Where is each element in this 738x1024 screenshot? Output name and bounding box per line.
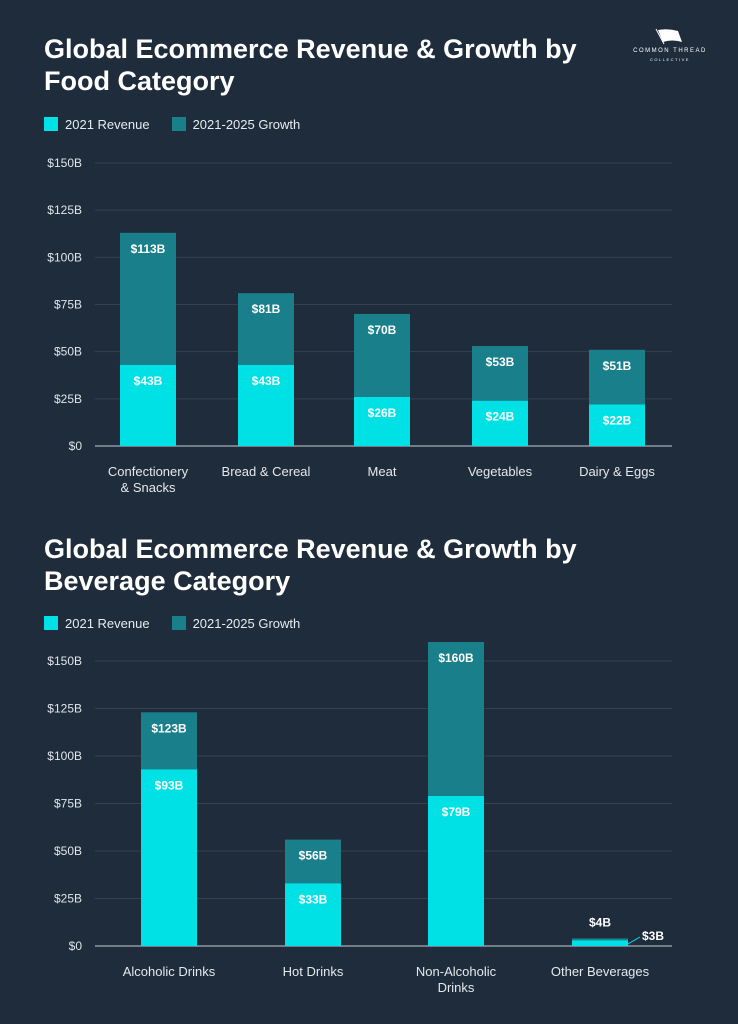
food-chart: $0 $25B $50B $75B $100B $125B $150B $113B $43B Co… bbox=[47, 156, 672, 495]
y-tick-label: $100B bbox=[47, 250, 82, 264]
beverage-legend: 2021 Revenue 2021-2025 Growth bbox=[44, 616, 300, 631]
legend-label: 2021-2025 Growth bbox=[192, 616, 301, 631]
revenue-label: $33B bbox=[299, 892, 328, 906]
legend-swatch bbox=[44, 616, 58, 630]
growth-bar bbox=[572, 938, 628, 941]
growth-bar bbox=[589, 349, 645, 405]
x-tick-label: Non-Alcoholic bbox=[416, 964, 497, 979]
growth-bar bbox=[354, 313, 410, 397]
revenue-bar bbox=[238, 364, 294, 446]
x-tick-label: Dairy & Eggs bbox=[579, 464, 655, 479]
total-label: $56B bbox=[299, 849, 328, 863]
y-tick-label: $150B bbox=[47, 156, 82, 170]
growth-bar bbox=[428, 642, 484, 796]
legend-revenue: 2021 Revenue bbox=[44, 616, 150, 631]
y-tick-label: $50B bbox=[54, 345, 82, 359]
revenue-bar bbox=[354, 396, 410, 446]
revenue-label: $22B bbox=[603, 413, 632, 427]
y-tick-label: $100B bbox=[47, 749, 82, 763]
x-tick-label: Hot Drinks bbox=[283, 964, 344, 979]
y-tick-label: $25B bbox=[54, 892, 82, 906]
growth-bar bbox=[472, 346, 528, 401]
x-tick-label: Bread & Cereal bbox=[222, 464, 311, 479]
revenue-bar bbox=[572, 940, 628, 946]
y-tick-label: $75B bbox=[54, 797, 82, 811]
total-label: $53B bbox=[486, 355, 515, 369]
revenue-bar bbox=[472, 400, 528, 446]
legend-label: 2021 Revenue bbox=[65, 616, 150, 631]
y-tick-label: $0 bbox=[69, 939, 83, 953]
total-label: $123B bbox=[151, 721, 187, 735]
flag-icon bbox=[655, 28, 682, 45]
x-tick-label: & Snacks bbox=[121, 480, 176, 495]
revenue-bar bbox=[428, 795, 484, 946]
y-tick-label: $25B bbox=[54, 392, 82, 406]
revenue-label: $79B bbox=[442, 805, 471, 819]
revenue-bar bbox=[589, 404, 645, 446]
logo-line1: COMMON THREAD bbox=[633, 48, 707, 54]
y-tick-label: $125B bbox=[47, 702, 82, 716]
legend-swatch bbox=[171, 616, 186, 630]
legend-swatch bbox=[44, 117, 58, 131]
revenue-label: $26B bbox=[368, 406, 397, 420]
legend-growth: 2021-2025 Growth bbox=[171, 616, 301, 631]
food-chart-title: Global Ecommerce Revenue & Growth by Foo… bbox=[44, 34, 577, 96]
revenue-bar bbox=[141, 769, 197, 946]
growth-bar bbox=[120, 232, 176, 365]
total-label: $81B bbox=[252, 302, 281, 316]
x-tick-label: Drinks bbox=[438, 980, 475, 995]
total-label: $4B bbox=[589, 915, 611, 929]
y-tick-label: $75B bbox=[54, 298, 82, 312]
growth-bar bbox=[238, 293, 294, 365]
revenue-label: $3B bbox=[642, 929, 664, 943]
total-label: $70B bbox=[368, 323, 397, 337]
total-label: $160B bbox=[438, 651, 474, 665]
legend-revenue: 2021 Revenue bbox=[44, 117, 150, 132]
x-tick-label: Vegetables bbox=[468, 464, 533, 479]
x-tick-label: Alcoholic Drinks bbox=[123, 964, 216, 979]
growth-bar bbox=[141, 712, 197, 770]
x-tick-label: Confectionery bbox=[108, 464, 189, 479]
logo-line2: COLLECTIVE bbox=[650, 57, 690, 62]
y-tick-label: $50B bbox=[54, 844, 82, 858]
food-legend: 2021 Revenue 2021-2025 Growth bbox=[44, 117, 300, 132]
total-label: $51B bbox=[603, 359, 632, 373]
legend-growth: 2021-2025 Growth bbox=[171, 117, 301, 132]
total-label: $113B bbox=[131, 242, 166, 256]
x-tick-label: Other Beverages bbox=[551, 964, 650, 979]
growth-bar bbox=[285, 839, 341, 884]
y-tick-label: $125B bbox=[47, 203, 82, 217]
y-tick-label: $0 bbox=[69, 439, 83, 453]
legend-swatch bbox=[171, 117, 186, 131]
label-leader bbox=[627, 936, 641, 945]
legend-label: 2021-2025 Growth bbox=[192, 117, 301, 132]
legend-label: 2021 Revenue bbox=[65, 117, 150, 132]
revenue-label: $43B bbox=[252, 374, 281, 388]
revenue-label: $93B bbox=[155, 778, 184, 792]
y-tick-label: $150B bbox=[47, 654, 82, 668]
revenue-bar bbox=[120, 364, 176, 446]
revenue-label: $24B bbox=[486, 410, 515, 424]
common-thread-logo: COMMON THREAD COLLECTIVE bbox=[628, 28, 712, 62]
x-tick-label: Meat bbox=[368, 464, 397, 479]
revenue-bar bbox=[285, 883, 341, 946]
revenue-label: $43B bbox=[134, 374, 163, 388]
beverage-chart-title: Global Ecommerce Revenue & Growth by Bev… bbox=[44, 534, 577, 596]
